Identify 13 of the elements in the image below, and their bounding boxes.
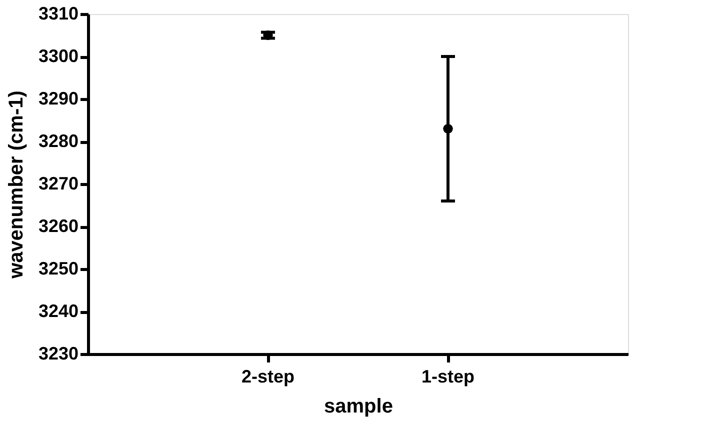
y-tick-label: 3280 [38,131,78,151]
y-tick-label: 3290 [38,88,78,108]
y-tick-label: 3300 [38,46,78,66]
y-tick-label: 3240 [38,301,78,321]
y-tick-label: 3270 [38,174,78,194]
y-tick-label: 3250 [38,258,78,278]
y-axis-title: wavenumber (cm-1) [5,90,28,280]
x-tick-label: 1-step [421,366,475,386]
y-tick-label: 3310 [38,4,78,24]
y-tick-label: 3260 [38,216,78,236]
x-tick-label: 2-step [241,366,295,386]
y-tick-label: 3230 [38,344,78,364]
x-axis-title: sample [324,396,393,418]
